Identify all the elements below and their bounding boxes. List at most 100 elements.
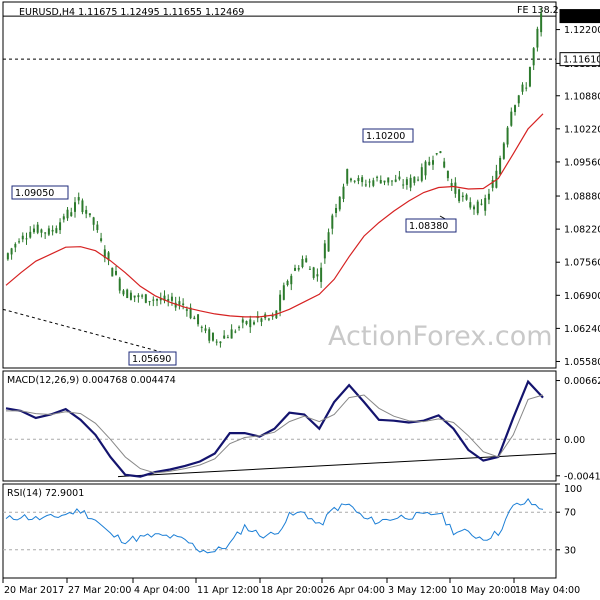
candle-body bbox=[92, 217, 95, 225]
candle-body bbox=[40, 229, 43, 233]
candle-body bbox=[476, 201, 479, 214]
price-flag-label: 1.12469 bbox=[563, 12, 600, 23]
candle-body bbox=[170, 296, 173, 301]
candle-body bbox=[189, 307, 192, 319]
candle-body bbox=[51, 229, 54, 232]
annotation-label: 1.09050 bbox=[15, 188, 54, 199]
moving-average-path bbox=[5, 113, 544, 318]
candle-body bbox=[454, 182, 457, 194]
time-tick-label: 3 May 12:00 bbox=[388, 585, 447, 596]
candle-body bbox=[286, 280, 289, 286]
annotation-box bbox=[128, 351, 177, 366]
candle-body bbox=[245, 321, 248, 325]
annotation-label: 1.10200 bbox=[366, 131, 405, 142]
time-tick-label: 20 Mar 2017 bbox=[4, 585, 64, 596]
fe-label: FE 138.2 bbox=[517, 5, 559, 16]
candle-body bbox=[141, 295, 144, 297]
candle-body bbox=[126, 289, 129, 299]
candle-body bbox=[25, 238, 28, 240]
candle-body bbox=[484, 198, 487, 211]
candle-body bbox=[208, 329, 211, 341]
candle-body bbox=[137, 295, 140, 298]
macd-line bbox=[5, 379, 544, 478]
candle-body bbox=[294, 267, 297, 271]
candle-body bbox=[219, 341, 222, 344]
candle-body bbox=[383, 180, 386, 183]
candle-body bbox=[282, 285, 285, 300]
candle-body bbox=[376, 176, 379, 178]
candle-body bbox=[36, 224, 39, 233]
candle-body bbox=[499, 157, 502, 175]
candle-body bbox=[70, 212, 73, 217]
annotation-box bbox=[11, 185, 69, 200]
candle-body bbox=[338, 196, 341, 210]
candle-body bbox=[144, 294, 147, 303]
candle-body bbox=[301, 258, 304, 268]
candle-body bbox=[100, 238, 103, 241]
candle-body bbox=[487, 193, 490, 200]
candle-body bbox=[96, 224, 99, 231]
annotation-label: 1.05690 bbox=[132, 354, 171, 365]
candle-body bbox=[346, 169, 349, 184]
price-panel: EURUSD,H4 1.11675 1.12495 1.11655 1.1246… bbox=[2, 1, 600, 369]
annotation-box bbox=[405, 218, 457, 233]
candlesticks bbox=[6, 7, 543, 348]
candle-body bbox=[21, 235, 24, 240]
price-axis-ticks: 1.122001.115251.108801.102201.095601.088… bbox=[556, 25, 600, 368]
macd-axis-ticks: 0.006624 0.00 -0.004116 bbox=[556, 376, 600, 482]
candle-body bbox=[510, 111, 513, 126]
price-tick-label: 1.10220 bbox=[564, 124, 600, 135]
candle-body bbox=[532, 48, 535, 66]
candle-body bbox=[331, 215, 334, 229]
price-tick-label: 1.08220 bbox=[564, 225, 600, 236]
candle-body bbox=[353, 180, 356, 182]
candle-body bbox=[59, 222, 62, 231]
candle-body bbox=[323, 243, 326, 259]
candle-body bbox=[525, 87, 528, 89]
candle-body bbox=[182, 303, 185, 305]
time-tick-label: 4 Apr 04:00 bbox=[134, 585, 190, 596]
candle-body bbox=[390, 180, 393, 182]
candle-body bbox=[443, 161, 446, 168]
candle-body bbox=[335, 207, 338, 214]
candle-body bbox=[458, 189, 461, 202]
signal-line bbox=[6, 394, 544, 474]
macd-trendline bbox=[117, 453, 557, 478]
candle-body bbox=[357, 177, 360, 182]
candle-body bbox=[204, 328, 207, 331]
price-tick-label: 1.12200 bbox=[564, 25, 600, 36]
candle-body bbox=[156, 299, 159, 301]
candle-body bbox=[234, 331, 237, 333]
candle-body bbox=[81, 200, 84, 213]
candle-body bbox=[62, 216, 65, 220]
price-tick-label: 1.09560 bbox=[564, 157, 600, 168]
candle-body bbox=[249, 319, 252, 328]
candle-body bbox=[226, 337, 229, 339]
candle-body bbox=[450, 183, 453, 187]
candle-body bbox=[465, 194, 468, 200]
time-tick-label: 26 Apr 04:00 bbox=[323, 585, 385, 596]
candle-body bbox=[461, 195, 464, 198]
candle-body bbox=[349, 178, 352, 181]
candle-body bbox=[514, 105, 517, 113]
time-tick-label: 18 May 04:00 bbox=[515, 585, 580, 596]
candle-body bbox=[405, 179, 408, 185]
candle-body bbox=[163, 295, 166, 301]
candle-body bbox=[193, 317, 196, 320]
candle-body bbox=[197, 314, 200, 325]
candle-body bbox=[77, 197, 80, 201]
price-tick-label: 1.06240 bbox=[564, 324, 600, 335]
candle-body bbox=[417, 179, 420, 181]
candle-body bbox=[167, 299, 170, 301]
candle-body bbox=[361, 177, 364, 183]
rsi-panel-title: RSI(14) 72.9001 bbox=[7, 488, 84, 499]
candle-body bbox=[66, 209, 69, 219]
candle-body bbox=[185, 309, 188, 311]
candle-body bbox=[107, 252, 110, 261]
candle-body bbox=[55, 228, 58, 233]
candle-body bbox=[420, 167, 423, 181]
candle-body bbox=[18, 241, 21, 243]
candle-body bbox=[387, 177, 390, 183]
price-annotations: 1.09050 1.05690 1.10200 1.08380 bbox=[11, 128, 457, 366]
